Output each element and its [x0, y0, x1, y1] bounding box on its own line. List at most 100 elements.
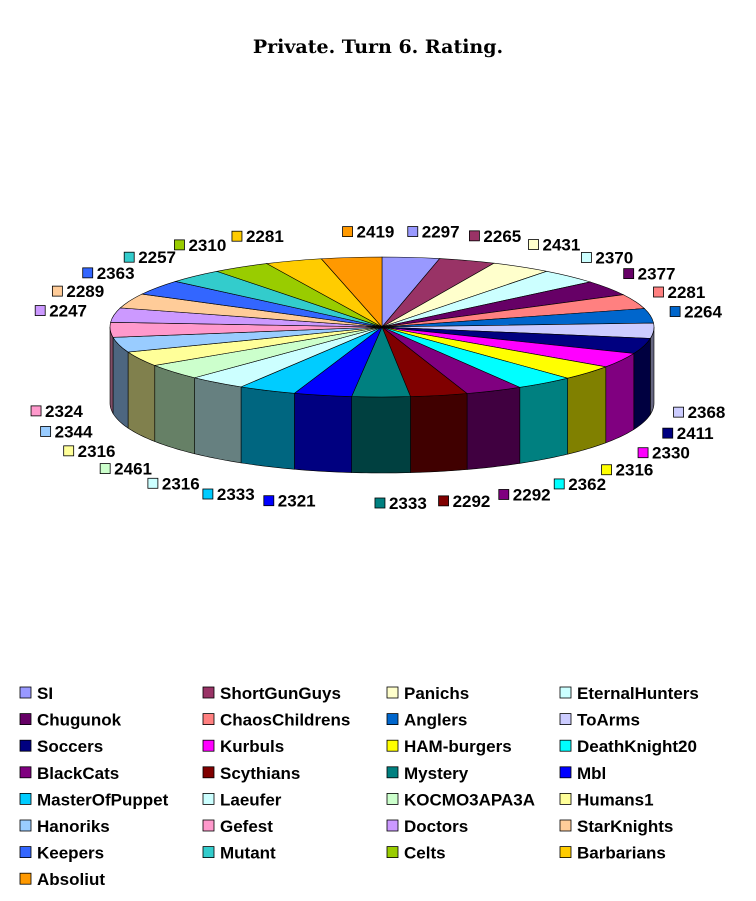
- legend-item: Soccers: [19, 737, 103, 756]
- pie-side-16: [240, 386, 295, 470]
- data-label-value: 2330: [652, 444, 690, 463]
- data-label: 2368: [673, 403, 725, 422]
- legend-label: ShortGunGuys: [220, 684, 341, 703]
- data-label: 2281: [231, 227, 284, 246]
- data-label-value: 2316: [78, 442, 116, 461]
- data-label-value: 2297: [422, 223, 460, 242]
- pie-side-20: [112, 336, 129, 429]
- data-label-marker: [580, 252, 592, 263]
- data-label: 2431: [528, 236, 581, 255]
- data-label-value: 2377: [638, 265, 676, 284]
- data-label-value: 2257: [138, 248, 176, 267]
- legend-label: Kurbuls: [220, 737, 284, 756]
- data-label-value: 2247: [49, 302, 87, 321]
- data-label: 2419: [342, 223, 395, 242]
- data-label-value: 2281: [246, 227, 284, 246]
- legend-swatch: [559, 713, 572, 725]
- data-label-value: 2363: [97, 264, 135, 283]
- pie-side-21: [109, 326, 114, 415]
- legend-item: Gefest: [202, 817, 273, 836]
- data-label: 2289: [51, 282, 104, 301]
- pie-side-19: [127, 351, 156, 442]
- legend-swatch: [202, 713, 215, 725]
- data-label-marker: [231, 230, 243, 242]
- chart-title: Private. Turn 6. Rating.: [253, 36, 503, 58]
- data-label-value: 2310: [188, 236, 226, 255]
- data-labels: 2297 2265 2431 2370 2377 2281 2264 2368 24112330…: [30, 223, 725, 513]
- data-label-marker: [147, 477, 159, 489]
- legend-item: MasterOfPuppet: [19, 790, 169, 809]
- data-label-value: 2431: [543, 236, 581, 255]
- data-label: 2344: [40, 422, 93, 441]
- data-label-marker: [123, 251, 135, 263]
- legend-item: ShortGunGuys: [202, 684, 341, 703]
- legend-label: Anglers: [404, 711, 467, 730]
- legend-swatch: [559, 686, 572, 699]
- data-label-value: 2265: [483, 227, 521, 246]
- legend-item: Kurbuls: [202, 737, 284, 756]
- legend-item: BlackCats: [19, 764, 119, 783]
- data-label-marker: [374, 497, 386, 509]
- legend-item: Mbl: [559, 764, 606, 783]
- legend-label: Mystery: [404, 764, 469, 783]
- legend-swatch: [386, 819, 399, 832]
- data-label-marker: [469, 230, 480, 242]
- data-label-marker: [82, 267, 94, 279]
- legend-label: Mutant: [220, 844, 276, 863]
- data-label: 2265: [469, 227, 521, 246]
- legend-label: Hanoriks: [37, 817, 110, 836]
- data-label-marker: [99, 463, 111, 474]
- data-label-value: 2419: [357, 223, 395, 242]
- data-label: 2333: [374, 494, 427, 513]
- legend-item: Mystery: [386, 764, 469, 783]
- legend-item: HAM-burgers: [386, 737, 512, 756]
- legend-swatch: [19, 872, 32, 885]
- data-label: 2316: [601, 461, 653, 480]
- legend-swatch: [559, 766, 572, 779]
- data-label-marker: [342, 226, 353, 238]
- data-label: 2292: [438, 492, 491, 511]
- data-label-marker: [669, 306, 681, 317]
- data-label-value: 2292: [513, 485, 551, 504]
- legend-item: EternalHunters: [559, 684, 699, 703]
- legend-label: KOCMO3APA3A: [404, 790, 535, 809]
- data-label-marker: [637, 447, 649, 459]
- legend-swatch: [202, 793, 215, 805]
- legend-label: HAM-burgers: [404, 737, 512, 756]
- data-label-marker: [202, 488, 214, 500]
- data-label-marker: [34, 305, 46, 316]
- legend-swatch: [202, 819, 215, 832]
- pie-side-11: [519, 377, 568, 464]
- data-label-value: 2370: [595, 248, 633, 267]
- legend-swatch: [559, 846, 572, 858]
- data-label: 2316: [147, 474, 200, 493]
- data-label-marker: [653, 286, 664, 298]
- legend-label: Scythians: [220, 764, 300, 783]
- pie-sides: [109, 326, 655, 474]
- data-label-value: 2461: [114, 460, 152, 479]
- data-label-marker: [51, 285, 63, 297]
- data-label-marker: [623, 268, 635, 280]
- legend-label: Mbl: [577, 764, 606, 783]
- data-label-marker: [498, 489, 510, 500]
- legend-swatch: [19, 846, 32, 858]
- legend-swatch: [19, 793, 32, 805]
- data-label-value: 2316: [162, 474, 200, 493]
- legend-swatch: [202, 766, 215, 779]
- data-label-marker: [63, 445, 75, 457]
- data-label: 2316: [63, 442, 116, 461]
- data-label-value: 2333: [389, 494, 427, 513]
- data-label: 2310: [174, 236, 226, 255]
- pie-side-9: [605, 352, 635, 444]
- data-label-value: 2292: [453, 492, 491, 511]
- legend-item: Anglers: [386, 711, 467, 730]
- legend-item: ToArms: [559, 711, 640, 730]
- pie-side-15: [294, 392, 352, 473]
- legend-label: Keepers: [37, 844, 104, 863]
- pie-top: [109, 256, 655, 398]
- legend-item: Laeufer: [202, 790, 282, 809]
- data-label: 2411: [662, 424, 714, 443]
- data-label-value: 2264: [684, 303, 722, 322]
- legend-item: Keepers: [19, 844, 104, 863]
